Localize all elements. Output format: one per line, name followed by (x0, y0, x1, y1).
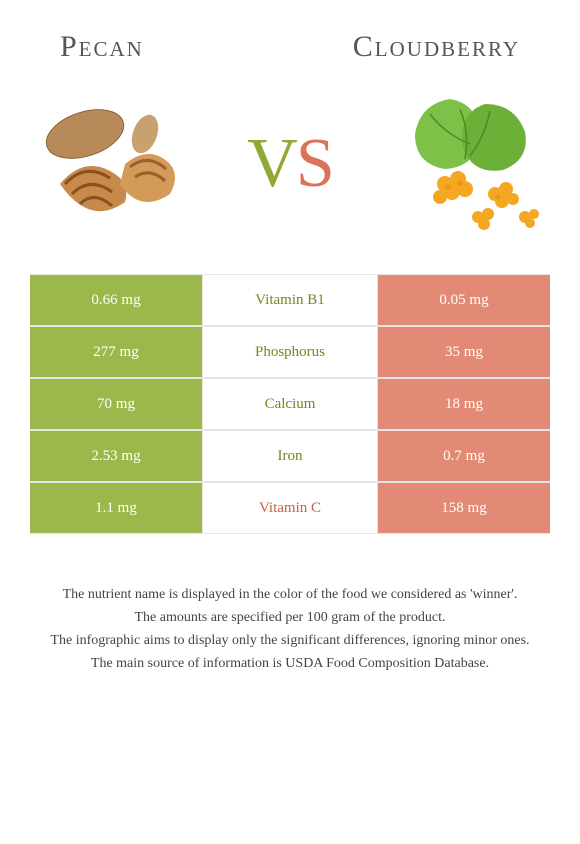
pecan-icon (30, 89, 190, 239)
table-row: 70 mgCalcium18 mg (30, 378, 550, 430)
nutrient-label: Vitamin C (203, 483, 377, 533)
table-row: 277 mgPhosphorus35 mg (30, 326, 550, 378)
cloudberry-icon (390, 89, 550, 239)
nutrient-label: Phosphorus (203, 327, 377, 377)
header: Pecan Cloudberry (0, 0, 580, 74)
table-row: 0.66 mgVitamin B10.05 mg (30, 274, 550, 326)
left-value: 1.1 mg (30, 483, 203, 533)
right-value: 18 mg (377, 379, 550, 429)
comparison-table: 0.66 mgVitamin B10.05 mg277 mgPhosphorus… (30, 274, 550, 534)
vs-s: S (296, 125, 333, 202)
right-value: 0.05 mg (377, 275, 550, 325)
right-food-title: Cloudberry (353, 30, 520, 64)
nutrient-label: Iron (203, 431, 377, 481)
footer-line-4: The main source of information is USDA F… (30, 653, 550, 674)
footer-line-2: The amounts are specified per 100 gram o… (30, 607, 550, 628)
vs-label: VS (247, 124, 333, 204)
nutrient-label: Calcium (203, 379, 377, 429)
left-value: 0.66 mg (30, 275, 203, 325)
nutrient-label: Vitamin B1 (203, 275, 377, 325)
footer-notes: The nutrient name is displayed in the co… (0, 534, 580, 674)
left-food-title: Pecan (60, 30, 144, 64)
images-row: VS (0, 74, 580, 274)
footer-line-1: The nutrient name is displayed in the co… (30, 584, 550, 605)
right-value: 35 mg (377, 327, 550, 377)
left-value: 70 mg (30, 379, 203, 429)
right-value: 158 mg (377, 483, 550, 533)
right-value: 0.7 mg (377, 431, 550, 481)
left-value: 2.53 mg (30, 431, 203, 481)
table-row: 1.1 mgVitamin C158 mg (30, 482, 550, 534)
vs-v: V (247, 125, 296, 202)
left-value: 277 mg (30, 327, 203, 377)
table-row: 2.53 mgIron0.7 mg (30, 430, 550, 482)
footer-line-3: The infographic aims to display only the… (30, 630, 550, 651)
